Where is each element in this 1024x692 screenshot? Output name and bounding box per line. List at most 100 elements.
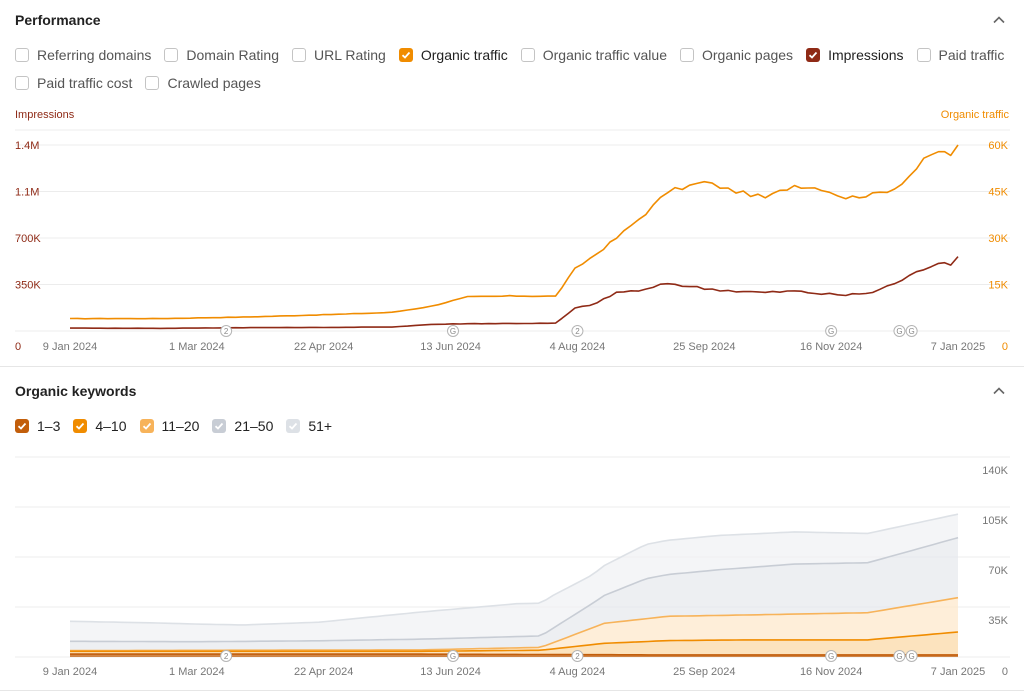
annotation-badge[interactable]: 2: [220, 650, 233, 662]
checkbox-label: 21–50: [234, 418, 274, 434]
checkmark-icon[interactable]: [73, 419, 88, 433]
checkbox-11-20[interactable]: 11–20: [139, 418, 200, 434]
checkmark-icon[interactable]: [212, 419, 227, 433]
checkmark-icon[interactable]: [398, 48, 413, 62]
y-right-tick-label: 45K: [988, 187, 1008, 199]
checkbox-box[interactable]: [145, 76, 160, 90]
checkbox-paid-traffic[interactable]: Paid traffic: [916, 47, 1005, 63]
y-right-tick-label: 70K: [988, 565, 1008, 577]
performance-metric-checkboxes: Referring domains Domain Rating URL Rating…: [15, 47, 1017, 63]
y-right-tick-label: 30K: [988, 233, 1008, 245]
checkbox-domain-rating[interactable]: Domain Rating: [164, 47, 279, 63]
x-tick-label: 16 Nov 2024: [800, 666, 862, 678]
checkbox-paid-traffic-cost[interactable]: Paid traffic cost: [15, 75, 132, 91]
checkbox-label: Organic pages: [702, 47, 794, 63]
y-right-tick-label: 0: [1002, 341, 1008, 353]
annotation-circle: [220, 650, 233, 662]
annotation-badge[interactable]: 2: [220, 325, 233, 337]
checkbox-box[interactable]: [916, 48, 931, 62]
annotation-label: G: [896, 652, 902, 661]
annotation-circle: [893, 325, 906, 337]
x-tick-label: 7 Jan 2025: [931, 666, 985, 678]
annotation-label: G: [828, 652, 834, 661]
checkbox-box[interactable]: [520, 48, 535, 62]
checkbox-label: Domain Rating: [186, 47, 279, 63]
checkbox-4-10[interactable]: 4–10: [73, 418, 127, 434]
google-g-icon[interactable]: G: [447, 650, 460, 662]
annotation-circle: [905, 325, 918, 337]
annotation-circle: [825, 650, 838, 662]
y-left-tick-label: 1.1M: [15, 187, 39, 199]
annotation-label: 2: [575, 652, 580, 661]
checkbox-label: Impressions: [828, 47, 904, 63]
annotation-badge[interactable]: 2: [571, 650, 584, 662]
area-line-4-10: [70, 631, 959, 653]
checkbox-referring-domains[interactable]: Referring domains: [15, 47, 151, 63]
checkbox-box[interactable]: [15, 48, 29, 62]
checkbox-label: Organic traffic value: [542, 47, 667, 63]
checkbox-51[interactable]: 51+: [286, 418, 332, 434]
checkbox-box[interactable]: [292, 48, 306, 62]
checkbox-21-50[interactable]: 21–50: [212, 418, 273, 434]
google-g-icon[interactable]: G: [825, 650, 838, 662]
annotation-label: G: [909, 652, 915, 661]
right-axis-title: Organic traffic: [940, 109, 1009, 121]
checkbox-impressions[interactable]: Impressions: [806, 47, 904, 63]
annotation-label: G: [909, 327, 915, 336]
x-tick-label: 16 Nov 2024: [800, 341, 862, 353]
annotation-circle: [905, 650, 918, 662]
x-tick-label: 25 Sep 2024: [673, 666, 735, 678]
annotation-circle: [571, 650, 584, 662]
checkbox-label: 1–3: [37, 418, 61, 434]
annotation-label: G: [450, 327, 456, 336]
checkbox-1-3[interactable]: 1–3: [15, 418, 60, 434]
series-line-organic-traffic: [69, 144, 959, 320]
checkbox-url-rating[interactable]: URL Rating: [292, 47, 386, 63]
checkbox-label: Paid traffic cost: [37, 75, 133, 91]
section-divider-bottom: [0, 690, 1024, 691]
checkmark-icon[interactable]: [139, 419, 154, 433]
annotation-label: G: [896, 327, 902, 336]
annotation-label: G: [828, 327, 834, 336]
keywords-chart[interactable]: 0 35K 70K 105K 140K 9 Jan 2024 1 Mar 2024 22 Ap…: [0, 450, 1024, 685]
checkbox-organic-traffic-value[interactable]: Organic traffic value: [520, 47, 667, 63]
google-g-icon[interactable]: G: [447, 325, 460, 337]
annotation-circle: [447, 325, 460, 337]
google-g-icon[interactable]: G: [905, 325, 918, 337]
chevron-up-icon[interactable]: [992, 13, 1006, 27]
google-g-icon[interactable]: G: [825, 325, 838, 337]
checkbox-label: 51+: [308, 418, 333, 434]
checkbox-label: Crawled pages: [167, 75, 261, 91]
annotation-circle: [825, 325, 838, 337]
y-right-tick-label: 15K: [988, 280, 1008, 292]
google-g-icon[interactable]: G: [893, 325, 906, 337]
annotation-label: G: [450, 652, 456, 661]
chevron-up-icon[interactable]: [992, 384, 1006, 398]
y-left-tick-label: 0: [15, 341, 21, 353]
x-tick-label: 22 Apr 2024: [294, 341, 353, 353]
checkbox-box[interactable]: [164, 48, 179, 62]
checkbox-label: Paid traffic: [938, 47, 1005, 63]
annotation-label: 2: [224, 327, 229, 336]
annotation-circle: [893, 650, 906, 662]
checkbox-organic-traffic[interactable]: Organic traffic: [398, 47, 508, 63]
checkmark-icon[interactable]: [286, 419, 301, 433]
checkmark-icon[interactable]: [806, 48, 821, 62]
y-left-tick-label: 1.4M: [15, 140, 39, 152]
area-51: [70, 514, 958, 642]
checkbox-crawled-pages[interactable]: Crawled pages: [145, 75, 261, 91]
google-g-icon[interactable]: G: [893, 650, 906, 662]
checkbox-box[interactable]: [15, 76, 29, 90]
performance-chart[interactable]: 0 350K 700K 1.1M 1.4M 0 15K 30K 45K 60K 9 Jan 2024…: [0, 125, 1024, 355]
x-tick-label: 9 Jan 2024: [43, 341, 97, 353]
checkbox-organic-pages[interactable]: Organic pages: [680, 47, 793, 63]
area-line-21-50: [70, 536, 959, 643]
x-tick-label: 1 Mar 2024: [169, 341, 225, 353]
checkmark-icon[interactable]: [15, 419, 29, 433]
x-tick-label: 1 Mar 2024: [169, 666, 225, 678]
annotation-badge[interactable]: 2: [571, 325, 584, 337]
google-g-icon[interactable]: G: [905, 650, 918, 662]
checkbox-label: Referring domains: [37, 47, 152, 63]
checkbox-label: 11–20: [161, 418, 200, 434]
checkbox-box[interactable]: [680, 48, 694, 62]
